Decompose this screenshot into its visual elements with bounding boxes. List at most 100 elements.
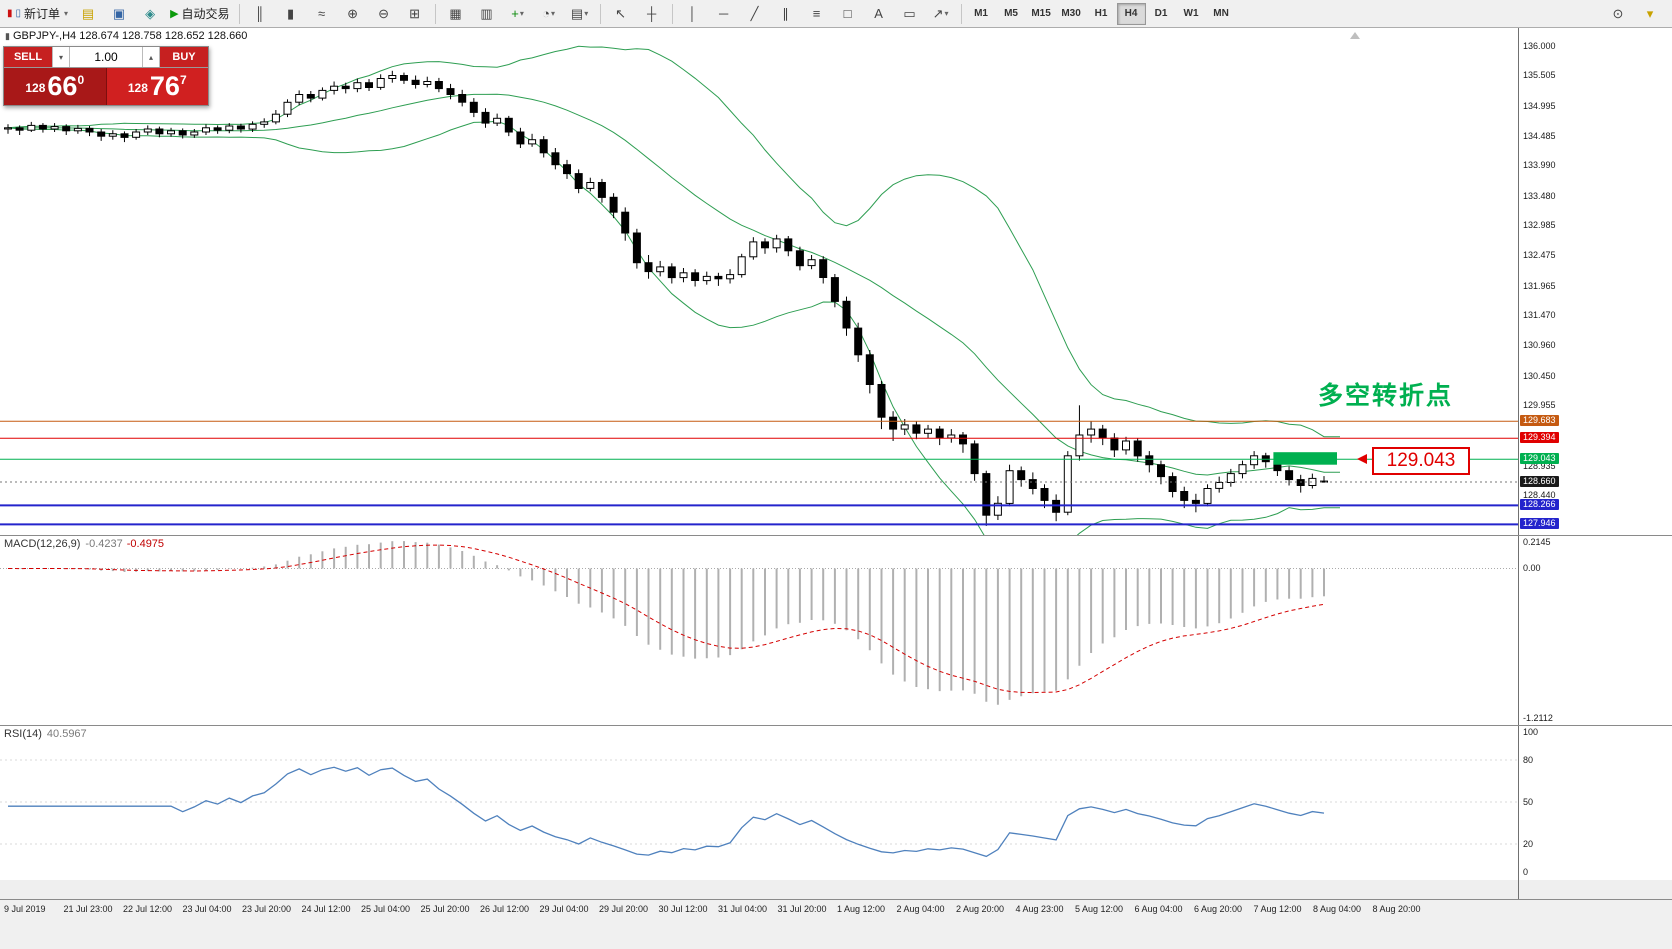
templates-icon[interactable]: ▤ ▾ — [570, 5, 589, 21]
panel-separator — [0, 899, 1672, 900]
timeframe-m5[interactable]: M5 — [1004, 8, 1018, 19]
sell-button[interactable]: SELL — [4, 47, 52, 67]
buy-price-display[interactable]: 128 76 7 — [106, 68, 208, 105]
price-axis[interactable]: 136.000 135.505 134.995 134.485 133.990 133.4… — [1519, 28, 1672, 535]
price-line-badge: 129.683 — [1520, 415, 1559, 427]
price-label: 131.965 — [1523, 280, 1556, 291]
volume-input[interactable] — [70, 47, 142, 67]
toolbar: ▮ ▯ 新订单 ▾ ▤ ▣ ◈ ▶ 自动交易 ║ ▮ ≈ ⊕ ⊖ ⊞ ▦ ▥ + ▾ ◔ ▾ ▤ ▾ ↖ ┼ │… — [0, 0, 1672, 28]
new-order-label: 新订单 — [24, 7, 61, 21]
callout-arrow-icon — [1357, 454, 1367, 464]
price-label: 136.000 — [1523, 40, 1556, 51]
arrows-icon[interactable]: ↗ ▾ — [932, 5, 949, 21]
buy-button[interactable]: BUY — [160, 47, 208, 67]
volume-increase-button[interactable]: ▴ — [142, 47, 160, 67]
price-label: 130.450 — [1523, 370, 1556, 381]
time-label: 8 Aug 04:00 — [1313, 904, 1362, 914]
timeframe-m30[interactable]: M30 — [1061, 8, 1081, 19]
symbol-info: ▮ GBPJPY-,H4 128.674 128.758 128.652 128.… — [5, 30, 247, 42]
auto-trading-label: 自动交易 — [181, 7, 230, 21]
cursor-icon[interactable]: ↖ — [615, 5, 626, 21]
chart-window-icon[interactable]: ▤ — [81, 5, 95, 21]
label-icon[interactable]: ▭ — [903, 5, 916, 21]
zone-rect[interactable] — [1273, 452, 1337, 465]
time-label: 7 Aug 12:00 — [1253, 904, 1302, 914]
macd-label: MACD(12,26,9) -0.4237 -0.4975 — [4, 538, 165, 550]
time-label: 8 Aug 20:00 — [1372, 904, 1421, 914]
price-callout[interactable]: 129.043 — [1372, 447, 1470, 475]
timeframe-m15[interactable]: M15 — [1031, 8, 1051, 19]
time-label: 6 Aug 04:00 — [1134, 904, 1183, 914]
timeframe-w1[interactable]: W1 — [1183, 8, 1199, 19]
main-chart-panel[interactable]: ▮ GBPJPY-,H4 128.674 128.758 128.652 128.… — [0, 28, 1518, 535]
channel-icon[interactable]: ∥ — [782, 5, 789, 21]
timeframe-h1[interactable]: H1 — [1094, 8, 1108, 19]
timeframe-h4[interactable]: H4 — [1116, 2, 1146, 25]
bollinger-bands — [7, 45, 1340, 535]
settings-icon[interactable]: ▾ — [1646, 5, 1654, 21]
zoom-out-icon[interactable]: ⊖ — [378, 5, 389, 21]
time-label: 9 Jul 2019 — [4, 904, 46, 914]
new-order-button[interactable]: ▮ ▯ 新订单 ▾ — [3, 2, 72, 26]
macd-scale-label: -1.2112 — [1523, 713, 1553, 723]
price-line-badge: 129.043 — [1520, 453, 1559, 465]
zoom-in-icon[interactable]: ⊕ — [347, 5, 358, 21]
new-chart-icon[interactable]: ▥ — [480, 5, 493, 21]
timeframe-mn[interactable]: MN — [1213, 8, 1229, 19]
rsi-panel[interactable]: RSI(14) 40.5967 — [0, 726, 1518, 880]
chart-icon: ▮ — [5, 31, 10, 41]
timeframe-m1[interactable]: M1 — [974, 8, 988, 19]
macd-axis[interactable]: 0.2145 0.00 -1.2112 — [1519, 536, 1672, 726]
macd-histogram — [18, 541, 1325, 705]
vertical-line-icon[interactable]: │ — [688, 6, 697, 21]
candle-up-icon: ▮ — [7, 7, 13, 19]
time-label: 23 Jul 20:00 — [242, 904, 292, 914]
timeframe-d1[interactable]: D1 — [1154, 8, 1168, 19]
macd-signal-line — [7, 544, 1325, 694]
horizontal-line-icon[interactable]: ─ — [718, 6, 729, 21]
grid-icon[interactable]: ⊞ — [409, 5, 420, 21]
turning-point-label[interactable]: 多空转折点 — [1318, 382, 1454, 410]
price-line-badge: 128.266 — [1520, 499, 1559, 511]
panel-separator[interactable] — [0, 535, 1672, 536]
text-icon[interactable]: A — [874, 6, 883, 21]
macd-chart[interactable] — [0, 536, 1518, 726]
main-chart[interactable] — [0, 28, 1518, 535]
volume-decrease-button[interactable]: ▾ — [52, 47, 70, 67]
time-axis[interactable]: 9 Jul 2019 21 Jul 23:00 22 Jul 12:00 23 Jul… — [0, 900, 1672, 920]
toolbar-separator — [238, 3, 240, 24]
toolbar-separator — [960, 3, 962, 24]
rsi-chart[interactable] — [0, 726, 1518, 880]
bar-chart-icon[interactable]: ║ — [254, 6, 265, 21]
tile-windows-icon[interactable]: ▦ — [449, 5, 462, 21]
auto-trading-button[interactable]: ▶ 自动交易 — [166, 2, 233, 26]
rsi-scale-label: 20 — [1523, 839, 1534, 849]
fibonacci-icon[interactable]: ≡ — [812, 6, 821, 21]
indicators-icon[interactable]: + ▾ — [511, 6, 524, 21]
buy-price-point: 7 — [179, 73, 187, 87]
time-label: 25 Jul 04:00 — [361, 904, 411, 914]
sell-price-whole: 128 — [25, 81, 46, 95]
rsi-axis[interactable]: 100 80 50 20 0 — [1519, 726, 1672, 880]
macd-panel[interactable]: MACD(12,26,9) -0.4237 -0.4975 — [0, 536, 1518, 726]
shapes-icon[interactable]: □ — [843, 6, 852, 21]
sell-price-display[interactable]: 128 66 0 — [4, 68, 107, 105]
crosshair-icon[interactable]: ┼ — [646, 6, 657, 21]
sell-price-point: 0 — [77, 73, 85, 87]
trendline-icon[interactable]: ╱ — [750, 5, 759, 21]
line-chart-icon[interactable]: ≈ — [317, 6, 326, 21]
time-label: 23 Jul 04:00 — [182, 904, 232, 914]
time-label: 2 Aug 20:00 — [956, 904, 1005, 914]
search-icon[interactable]: ⊙ — [1612, 5, 1624, 21]
terminal-icon[interactable]: ▣ — [112, 5, 126, 21]
toolbar-separator — [434, 3, 436, 24]
rsi-scale-label: 100 — [1523, 727, 1539, 737]
candlestick-chart-icon[interactable]: ▮ — [286, 5, 295, 21]
rsi-line — [8, 766, 1325, 858]
periods-icon[interactable]: ◔ ▾ — [542, 6, 555, 21]
panel-separator[interactable] — [0, 725, 1672, 726]
strategy-tester-icon[interactable]: ◈ — [145, 5, 156, 21]
toolbar-separator — [599, 3, 601, 24]
ohlc-values: 128.674 128.758 128.652 128.660 — [79, 30, 248, 42]
sell-price-pips: 66 — [47, 71, 78, 101]
